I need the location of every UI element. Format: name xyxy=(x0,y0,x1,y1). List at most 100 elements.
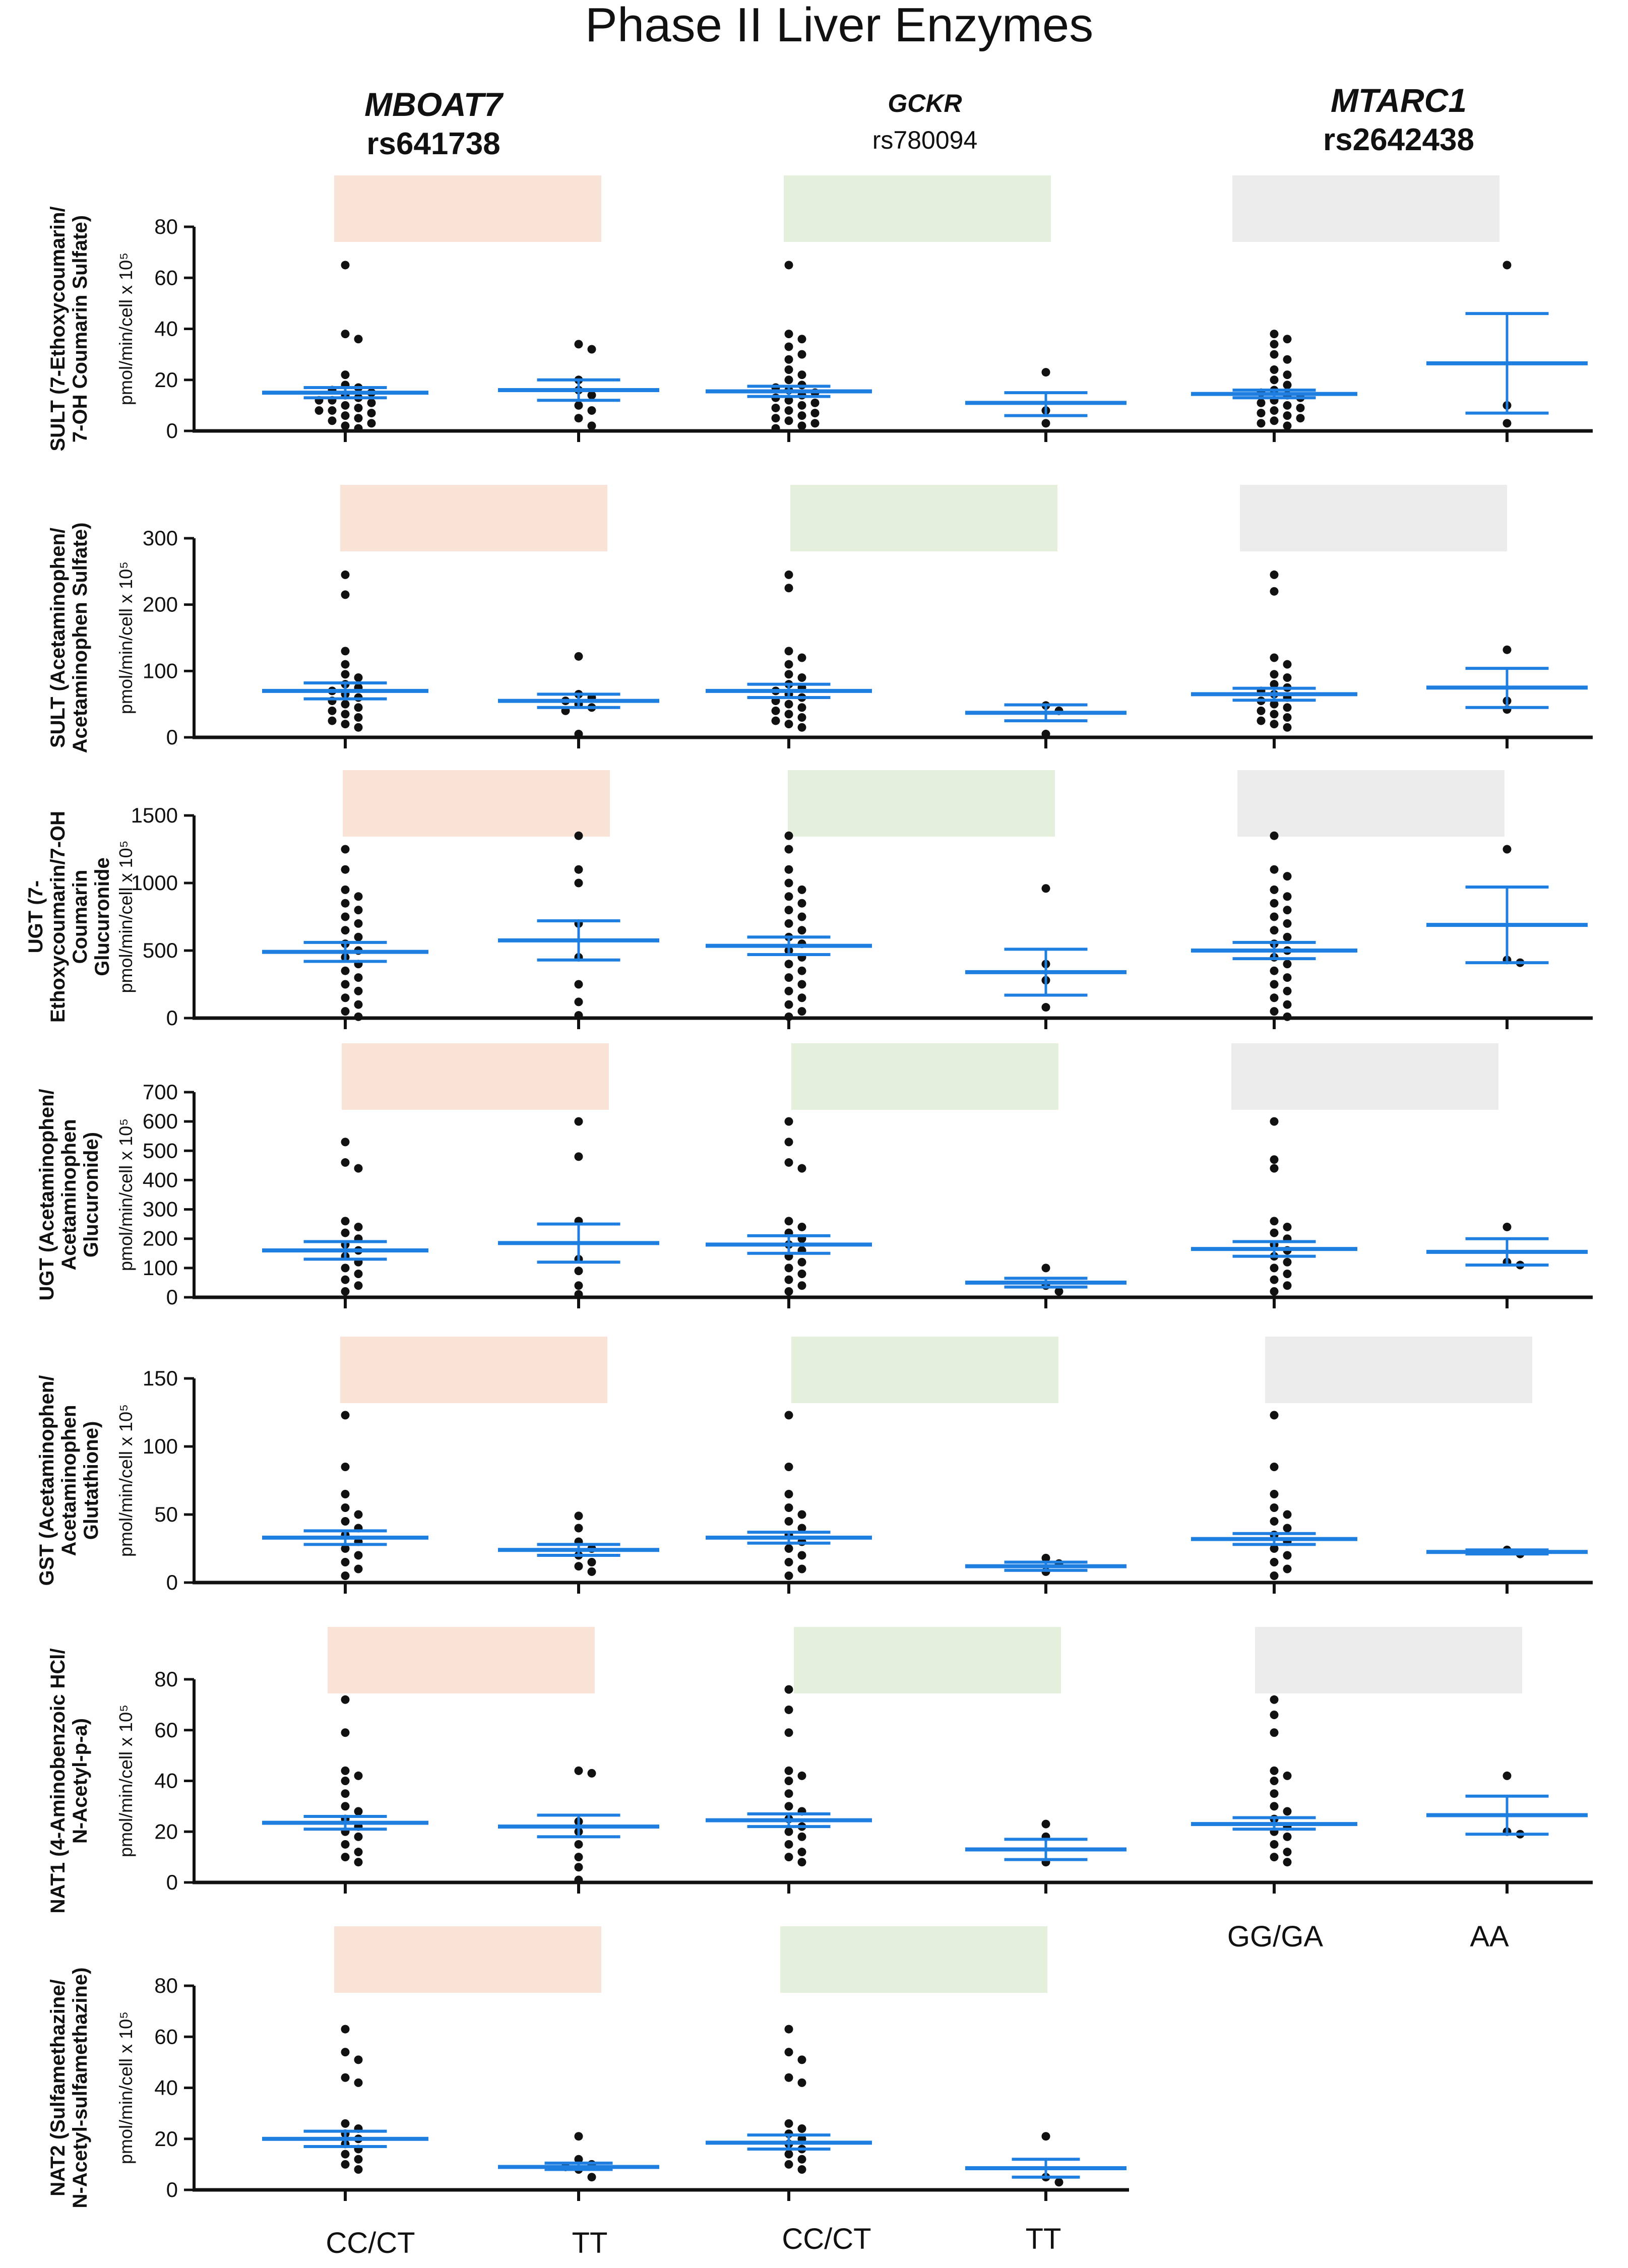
data-point xyxy=(354,673,363,682)
data-point xyxy=(587,2173,596,2182)
data-point xyxy=(1270,1117,1279,1126)
data-point xyxy=(784,845,793,854)
row-label-line: UGT (7- xyxy=(25,880,47,953)
data-point xyxy=(810,398,820,407)
data-point xyxy=(1270,885,1279,894)
data-point xyxy=(797,2055,806,2064)
data-point xyxy=(354,713,363,722)
data-point xyxy=(341,421,350,430)
group-6 xyxy=(1426,645,1588,714)
data-point xyxy=(1270,1007,1279,1016)
data-point xyxy=(1502,1222,1512,1231)
data-point xyxy=(784,878,793,888)
x-category-tt-gckr: TT xyxy=(1026,2223,1061,2255)
data-point xyxy=(1502,1771,1512,1780)
data-point xyxy=(341,980,350,989)
data-point xyxy=(784,2073,793,2082)
data-point xyxy=(784,406,793,415)
data-point xyxy=(1041,884,1050,893)
data-point xyxy=(354,1551,363,1560)
panel-5: 0 50 100 150 pmol/min/cell x 10⁵ GST (Acetami… xyxy=(36,1337,1593,1594)
data-point xyxy=(341,926,350,935)
data-point xyxy=(1270,993,1279,1002)
x-category-tt-mboat7: TT xyxy=(572,2227,608,2259)
data-point xyxy=(341,1138,350,1147)
data-point xyxy=(341,2150,350,2159)
data-point xyxy=(354,1807,363,1816)
data-point xyxy=(574,340,583,349)
data-point xyxy=(797,1771,806,1780)
group-4 xyxy=(965,884,1126,1012)
data-point xyxy=(341,1287,350,1296)
data-point xyxy=(1283,1858,1292,1867)
data-point xyxy=(1257,398,1266,407)
group-4 xyxy=(965,1819,1126,1867)
row-label-line: Coumarin xyxy=(69,870,91,964)
data-point xyxy=(574,1267,583,1276)
data-point xyxy=(574,1875,583,1884)
y-tick-label: 500 xyxy=(143,1139,178,1162)
data-point xyxy=(328,406,337,415)
data-point xyxy=(341,2160,350,2169)
data-point xyxy=(341,570,350,579)
group-6 xyxy=(1426,845,1588,967)
data-point xyxy=(1041,368,1050,377)
data-point xyxy=(587,1769,596,1778)
group-4 xyxy=(965,2132,1126,2187)
data-point xyxy=(784,1138,793,1147)
group-2 xyxy=(498,2132,659,2182)
row-label-line: N-Acetyl-p-a) xyxy=(69,1718,91,1844)
data-point xyxy=(1270,831,1279,840)
data-point xyxy=(1283,1771,1292,1780)
y-tick-label: 0 xyxy=(166,1570,178,1594)
group-4 xyxy=(965,1264,1126,1296)
data-point xyxy=(587,1567,596,1576)
data-point xyxy=(1270,1228,1279,1237)
data-point xyxy=(354,892,363,901)
data-point xyxy=(1283,370,1292,380)
data-point xyxy=(341,1840,350,1849)
y-tick-label: 150 xyxy=(143,1366,178,1390)
data-point xyxy=(1270,1490,1279,1498)
data-point xyxy=(1502,261,1512,270)
data-point xyxy=(784,2048,793,2057)
data-point xyxy=(1502,419,1512,428)
data-point xyxy=(1296,414,1305,423)
data-point xyxy=(797,1551,806,1560)
row-label-line: Glutathione) xyxy=(80,1421,102,1540)
data-point xyxy=(1270,350,1279,359)
y-tick-label: 300 xyxy=(143,1198,178,1221)
gene-band-gckr xyxy=(784,175,1051,242)
y-tick-label: 100 xyxy=(143,1256,178,1280)
data-point xyxy=(341,401,350,410)
data-point xyxy=(1283,401,1292,410)
data-point xyxy=(1270,1275,1279,1284)
data-point xyxy=(784,670,793,679)
row-label-line: Acetaminophen xyxy=(58,1119,80,1270)
group-1 xyxy=(262,2025,428,2174)
data-point xyxy=(341,1517,350,1526)
data-point xyxy=(1270,653,1279,662)
data-point xyxy=(797,966,806,975)
y-tick-label: 1500 xyxy=(131,803,178,827)
data-point xyxy=(354,1222,363,1231)
gene-band-mtarc1 xyxy=(1255,1627,1522,1693)
data-point xyxy=(784,1117,793,1126)
row-label-line: Acetaminophen xyxy=(58,1405,80,1556)
data-point xyxy=(797,2165,806,2174)
data-point xyxy=(1283,1807,1292,1816)
data-point xyxy=(1283,1281,1292,1290)
data-point xyxy=(574,997,583,1006)
data-point xyxy=(354,2155,363,2164)
data-point xyxy=(784,396,793,405)
data-point xyxy=(797,673,806,682)
data-point xyxy=(341,2119,350,2128)
y-tick-label: 400 xyxy=(143,1168,178,1191)
data-point xyxy=(797,1222,806,1231)
data-point xyxy=(797,713,806,722)
data-point xyxy=(1502,845,1512,854)
data-point xyxy=(784,1766,793,1775)
data-point xyxy=(1283,713,1292,722)
data-point xyxy=(574,831,583,840)
data-point xyxy=(1283,906,1292,915)
